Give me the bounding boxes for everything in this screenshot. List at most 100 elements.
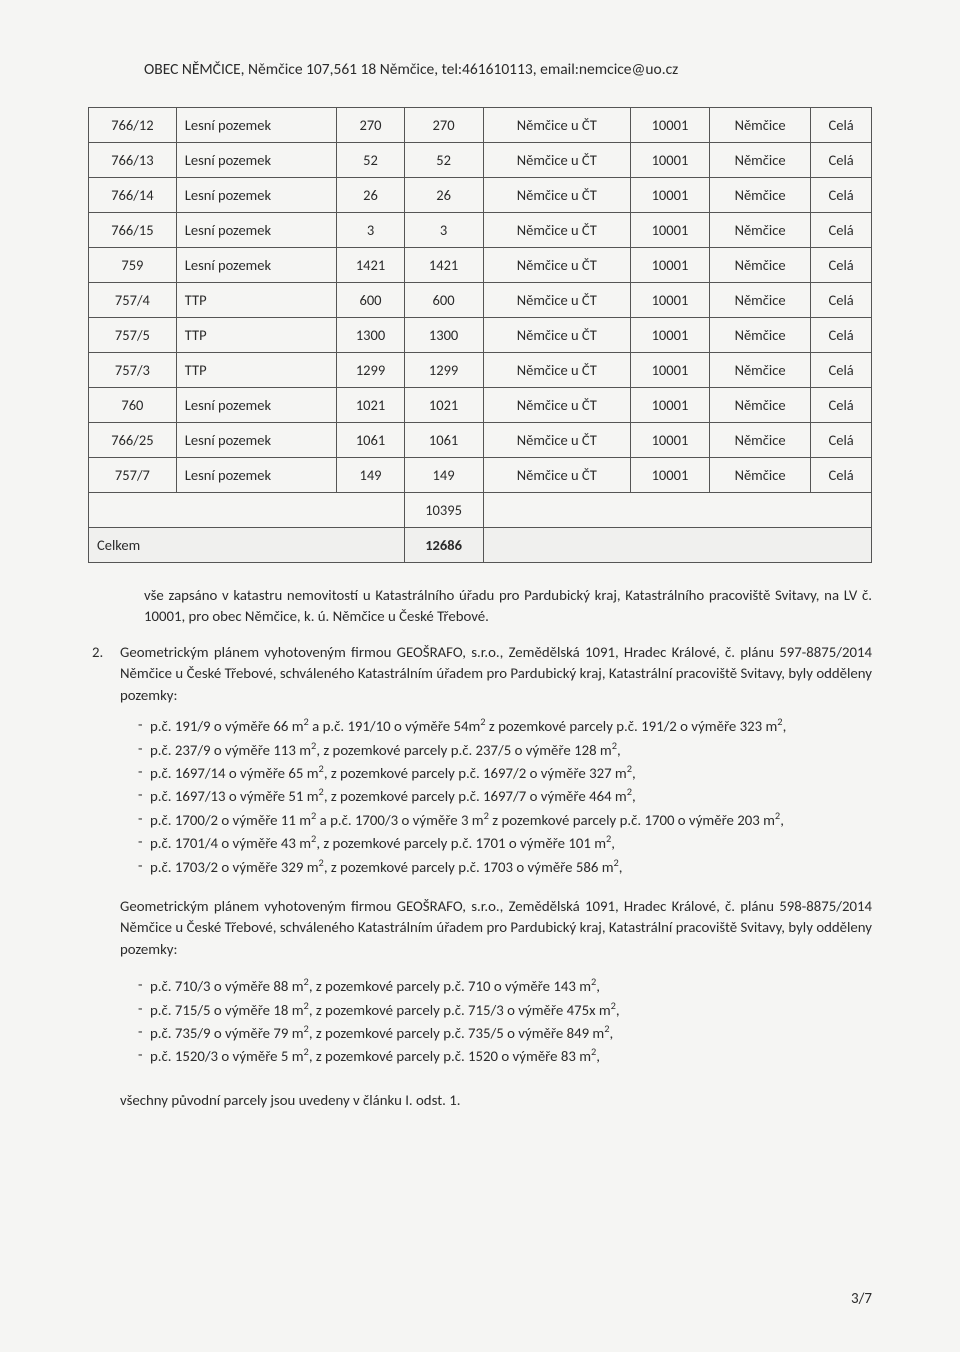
- table-cell: Lesní pozemek: [176, 213, 337, 248]
- numbered-item-2: 2. Geometrickým plánem vyhotoveným firmo…: [88, 642, 872, 1111]
- table-row: 766/13Lesní pozemek5252Němčice u ČT10001…: [89, 143, 872, 178]
- dash-icon: -: [138, 808, 150, 831]
- table-cell: 757/4: [89, 283, 177, 318]
- table-cell: Němčice u ČT: [483, 458, 630, 493]
- table-cell: Celá: [811, 353, 872, 388]
- table-cell: 10001: [631, 283, 710, 318]
- table-cell: 766/14: [89, 178, 177, 213]
- table-cell: Celá: [811, 388, 872, 423]
- table-cell: 1300: [337, 318, 404, 353]
- parcel-list-2: -p.č. 710/3 o výměře 88 m2, z pozemkové …: [120, 974, 872, 1068]
- table-cell: Lesní pozemek: [176, 248, 337, 283]
- table-cell: Celá: [811, 318, 872, 353]
- table-cell: 757/3: [89, 353, 177, 388]
- list-item-text: p.č. 1703/2 o výměře 329 m2, z pozemkové…: [150, 855, 872, 878]
- table-cell: Němčice u ČT: [483, 423, 630, 458]
- table-cell: 766/13: [89, 143, 177, 178]
- list-item-text: p.č. 715/5 o výměře 18 m2, z pozemkové p…: [150, 998, 872, 1021]
- table-cell: 600: [337, 283, 404, 318]
- table-cell: Němčice u ČT: [483, 283, 630, 318]
- table-row: 766/15Lesní pozemek33Němčice u ČT10001Ně…: [89, 213, 872, 248]
- table-cell: Němčice: [709, 388, 810, 423]
- table-cell: 149: [337, 458, 404, 493]
- table-cell: [89, 493, 405, 528]
- table-cell: 757/7: [89, 458, 177, 493]
- table-cell: 10001: [631, 353, 710, 388]
- table-row: 766/25Lesní pozemek10611061Němčice u ČT1…: [89, 423, 872, 458]
- list-item: -p.č. 710/3 o výměře 88 m2, z pozemkové …: [138, 974, 872, 997]
- list-item: -p.č. 1697/13 o výměře 51 m2, z pozemkov…: [138, 784, 872, 807]
- table-cell: 52: [337, 143, 404, 178]
- parcel-list-1: - p.č. 191/9 o výměře 66 m2 a p.č. 191/10…: [120, 714, 872, 878]
- body-text: vše zapsáno v katastru nemovitostí u Kat…: [88, 585, 872, 1111]
- table-cell: 3: [404, 213, 483, 248]
- celkem-value: 12686: [404, 528, 483, 563]
- table-row: 757/5TTP13001300Němčice u ČT10001Němčice…: [89, 318, 872, 353]
- numbered-intro: Geometrickým plánem vyhotoveným firmou G…: [120, 642, 872, 706]
- table-cell: Němčice: [709, 143, 810, 178]
- table-cell: 1421: [404, 248, 483, 283]
- table-cell: 10001: [631, 143, 710, 178]
- subtotal-row: 10395: [89, 493, 872, 528]
- table-cell: 760: [89, 388, 177, 423]
- table-cell: Celá: [811, 108, 872, 143]
- list-item-text: p.č. 1697/13 o výměře 51 m2, z pozemkové…: [150, 784, 872, 807]
- table-cell: Celá: [811, 283, 872, 318]
- table-cell: 10001: [631, 248, 710, 283]
- table-cell: Němčice u ČT: [483, 318, 630, 353]
- list-item-text: p.č. 1701/4 o výměře 43 m2, z pozemkové …: [150, 831, 872, 854]
- table-cell: Němčice: [709, 248, 810, 283]
- table-cell: Lesní pozemek: [176, 423, 337, 458]
- table-cell: 1021: [404, 388, 483, 423]
- table-row: 766/12Lesní pozemek270270Němčice u ČT100…: [89, 108, 872, 143]
- dash-icon: -: [138, 831, 150, 854]
- table-cell: 766/25: [89, 423, 177, 458]
- table-cell: Němčice: [709, 353, 810, 388]
- parcels-table: 766/12Lesní pozemek270270Němčice u ČT100…: [88, 107, 872, 563]
- table-cell: Němčice: [709, 318, 810, 353]
- list-number: 2.: [88, 642, 120, 1111]
- list-item-text: p.č. 1700/2 o výměře 11 m2 a p.č. 1700/3…: [150, 808, 872, 831]
- table-cell: Celá: [811, 143, 872, 178]
- table-cell: 10001: [631, 458, 710, 493]
- page-header: OBEC NĚMČICE, Němčice 107,561 18 Němčice…: [144, 60, 872, 79]
- table-cell: 1299: [337, 353, 404, 388]
- table-cell: 1061: [337, 423, 404, 458]
- list-item-text: p.č. 1520/3 o výměře 5 m2, z pozemkové p…: [150, 1044, 872, 1067]
- dash-icon: -: [138, 1021, 150, 1044]
- table-cell: 26: [337, 178, 404, 213]
- list-item: -p.č. 715/5 o výměře 18 m2, z pozemkové …: [138, 998, 872, 1021]
- table-cell: Celá: [811, 248, 872, 283]
- table-cell: 26: [404, 178, 483, 213]
- dash-icon: -: [138, 761, 150, 784]
- page-number: 3/7: [851, 1290, 872, 1308]
- table-cell: Němčice u ČT: [483, 388, 630, 423]
- table-cell: 3: [337, 213, 404, 248]
- table-cell: 52: [404, 143, 483, 178]
- table-cell: Celá: [811, 213, 872, 248]
- table-row: 757/4TTP600600Němčice u ČT10001NěmčiceCe…: [89, 283, 872, 318]
- celkem-label: Celkem: [89, 528, 405, 563]
- dash-icon: -: [138, 998, 150, 1021]
- table-cell: Celá: [811, 178, 872, 213]
- table-cell: 149: [404, 458, 483, 493]
- table-cell: Němčice: [709, 178, 810, 213]
- table-cell: TTP: [176, 283, 337, 318]
- table-cell: 1021: [337, 388, 404, 423]
- table-cell: 600: [404, 283, 483, 318]
- table-row: 759Lesní pozemek14211421Němčice u ČT1000…: [89, 248, 872, 283]
- table-cell: Němčice: [709, 283, 810, 318]
- list-item-text: p.č. 191/9 o výměře 66 m2 a p.č. 191/10 …: [150, 714, 872, 737]
- table-cell: 10001: [631, 178, 710, 213]
- table-cell: Němčice: [709, 213, 810, 248]
- table-cell: 10001: [631, 318, 710, 353]
- table-cell: 10001: [631, 108, 710, 143]
- table-row: 766/14Lesní pozemek2626Němčice u ČT10001…: [89, 178, 872, 213]
- list-item: -p.č. 735/9 o výměře 79 m2, z pozemkové …: [138, 1021, 872, 1044]
- table-cell: Lesní pozemek: [176, 388, 337, 423]
- table-cell: Němčice: [709, 108, 810, 143]
- list-item: -p.č. 191/9 o výměře 66 m2 a p.č. 191/10…: [138, 714, 872, 737]
- table-cell: 10001: [631, 423, 710, 458]
- numbered-content: Geometrickým plánem vyhotoveným firmou G…: [120, 642, 872, 1111]
- list-item: -p.č. 1697/14 o výměře 65 m2, z pozemkov…: [138, 761, 872, 784]
